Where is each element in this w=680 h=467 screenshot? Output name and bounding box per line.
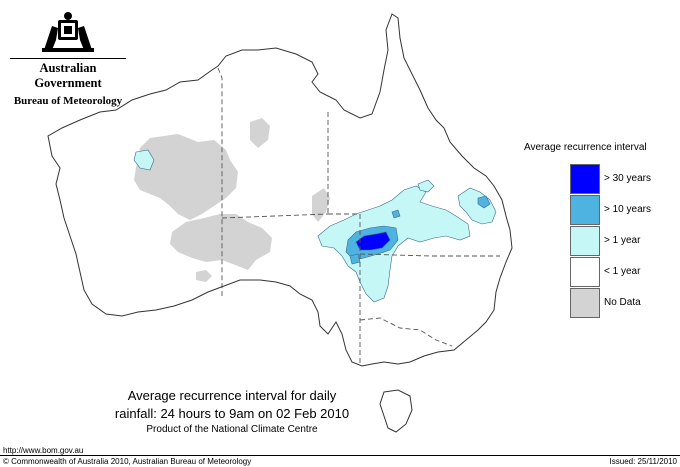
legend-label: > 10 years	[604, 204, 651, 215]
footer-url[interactable]: http://www.bom.gov.au	[3, 446, 84, 455]
map-caption-line1: Average recurrence interval for daily	[127, 388, 337, 403]
government-name: Australian Government	[34, 61, 102, 90]
legend-swatch	[570, 257, 600, 287]
legend-label: No Data	[604, 297, 641, 308]
no-data-region-simpson	[312, 188, 330, 222]
state-borders	[217, 67, 500, 366]
no-data-region-tanami	[250, 118, 270, 148]
region-30-years-central	[355, 231, 391, 251]
legend-label: > 30 years	[604, 173, 651, 184]
legend-title: Average recurrence interval	[524, 142, 647, 153]
brand-rule-top	[10, 58, 126, 59]
footer-divider	[0, 455, 680, 456]
no-data-region-pilbara	[134, 134, 238, 220]
legend-item: > 30 years	[570, 164, 670, 194]
no-data-regions	[134, 118, 330, 282]
no-data-region-great-victoria	[170, 214, 272, 270]
border-qld-sa	[328, 213, 361, 254]
region-1-year-qld-coast	[457, 187, 497, 225]
legend-item: < 1 year	[570, 257, 670, 287]
map-caption-line2: rainfall: 24 hours to 9am on 02 Feb 2010	[114, 406, 350, 421]
legend-swatch	[570, 226, 600, 256]
border-wa	[217, 67, 223, 296]
no-data-region-nullarbor	[196, 270, 212, 282]
bureau-name: Bureau of Meteorology	[13, 95, 123, 107]
footer-issued-date: Issued: 25/11/2010	[609, 457, 677, 466]
australia-coastline	[47, 13, 513, 367]
region-10-years-south	[349, 253, 361, 265]
border-nsw-north	[359, 253, 500, 257]
recurrence-30-years-regions	[355, 231, 391, 251]
brand-block: Australian Government Bureau of Meteorol…	[6, 10, 130, 107]
legend-swatch	[570, 195, 600, 225]
coat-of-arms-icon	[42, 12, 94, 52]
legend-label: < 1 year	[604, 266, 641, 277]
border-nt-south	[221, 213, 329, 219]
region-1-year-north	[417, 179, 435, 193]
region-10-years-qld	[477, 195, 491, 209]
legend-item: > 1 year	[570, 226, 670, 256]
legend-swatch	[570, 164, 600, 194]
map-caption-line3: Product of the National Climate Centre	[146, 424, 318, 435]
footer-copyright: © Commonwealth of Australia 2010, Austra…	[3, 457, 252, 466]
legend-label: > 1 year	[604, 235, 641, 246]
legend-swatch	[570, 288, 600, 318]
border-vic-nsw	[359, 317, 453, 347]
tasmania-coastline	[379, 389, 413, 433]
legend-item: No Data	[570, 288, 670, 318]
region-10-years-small	[391, 209, 401, 219]
legend-item: > 10 years	[570, 195, 670, 225]
region-1-year-west-pocket	[133, 149, 155, 171]
